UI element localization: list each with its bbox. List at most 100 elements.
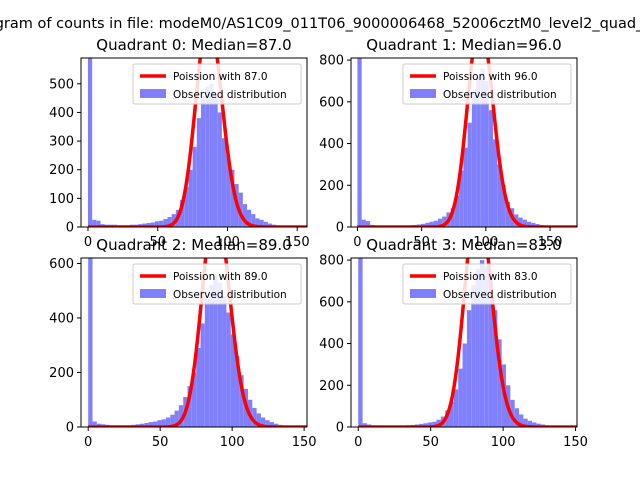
histogram-bar <box>180 199 185 227</box>
histogram-bar <box>357 58 362 227</box>
histogram-bar <box>492 310 498 427</box>
legend-label-poisson: Poission with 87.0 <box>173 71 268 83</box>
histogram-bar <box>476 76 481 227</box>
legend-label-poisson: Poission with 96.0 <box>443 71 538 83</box>
histogram-bar <box>239 375 244 427</box>
histogram-bar <box>188 169 193 227</box>
histogram-bar <box>217 282 223 427</box>
histogram-bar <box>170 414 175 427</box>
histogram-bar <box>522 219 527 227</box>
histogram-bar <box>497 164 502 227</box>
x-tick-label: 100 <box>473 235 498 250</box>
histogram-bar <box>265 420 270 427</box>
histogram-bar <box>527 420 533 427</box>
y-tick-label: 400 <box>49 106 74 121</box>
histogram-bar <box>167 216 172 227</box>
histogram-bar <box>196 118 201 227</box>
histogram-bar <box>454 195 460 227</box>
histogram-bar <box>178 405 184 427</box>
legend-label-observed: Observed distribution <box>443 89 557 101</box>
legend-label-observed: Observed distribution <box>443 289 557 301</box>
histogram-bar <box>432 421 437 427</box>
histogram-bar <box>148 422 153 427</box>
x-tick-label: 150 <box>285 235 310 250</box>
histogram-bar <box>144 422 149 427</box>
histogram-bar <box>204 298 210 427</box>
legend-swatch-observed <box>140 89 166 98</box>
histogram-bar <box>365 221 371 227</box>
histogram-bar <box>92 219 97 227</box>
histogram-bar <box>433 220 438 227</box>
histogram-bars <box>87 58 302 227</box>
histogram-bar <box>163 218 168 227</box>
histogram-bar <box>256 413 261 427</box>
legend: Poission with 87.0 Observed distribution <box>132 63 302 105</box>
subplot-title: Quadrant 1: Median=96.0 <box>366 36 561 54</box>
axes-frame <box>350 257 578 428</box>
histogram-bar <box>423 423 428 427</box>
histogram-bar <box>463 147 468 227</box>
histogram-bar <box>221 138 227 227</box>
x-tick-label: 150 <box>538 235 563 250</box>
y-tick-label: 200 <box>319 379 344 394</box>
legend-label-observed: Observed distribution <box>173 89 287 101</box>
histogram-bar <box>484 80 489 227</box>
y-tick-label: 500 <box>49 77 74 92</box>
x-tick-label: 100 <box>215 235 240 250</box>
histogram-bar <box>462 343 467 427</box>
subplot-quadrant-2: 0 50 100 150 0 200 400 600 Quadrant 2: Median=89… <box>49 236 317 450</box>
subplot-quadrant-3: 0 50 100 150 0 200 400 600 800 Quadrant 3: Median… <box>319 236 588 450</box>
y-tick-label: 800 <box>319 254 344 269</box>
histogram-bar <box>252 407 257 427</box>
histogram-bar <box>209 83 214 227</box>
histogram-bar <box>213 274 218 427</box>
x-tick-label: 0 <box>84 435 92 450</box>
histogram-bar <box>259 219 264 227</box>
histogram-bar <box>484 266 489 427</box>
x-tick-label: 100 <box>491 435 516 450</box>
y-tick-label: 100 <box>49 192 74 207</box>
histogram-bar <box>475 268 480 427</box>
y-tick-label: 300 <box>49 135 74 150</box>
histogram-bar <box>442 216 447 227</box>
legend-box <box>132 263 302 305</box>
histogram-bar <box>501 185 506 227</box>
histogram-bar <box>200 323 205 427</box>
histogram-bar <box>467 122 472 227</box>
x-tick-label: 0 <box>354 435 362 450</box>
histogram-bar <box>519 414 524 427</box>
histogram-bar <box>523 418 528 427</box>
histogram-bar <box>453 389 459 427</box>
histogram-bar <box>505 201 510 227</box>
subplot-quadrant-0: 0 50 100 150 0 100 200 300 400 500 Quadrant 0: Med… <box>49 36 310 250</box>
histogram-bar <box>260 417 266 427</box>
histogram-bar <box>247 209 252 227</box>
histogram-bar <box>242 204 248 227</box>
histogram-bar <box>480 68 485 227</box>
y-tick-label: 400 <box>319 137 344 152</box>
subplot-title: Quadrant 2: Median=89.0 <box>96 236 291 254</box>
y-tick-label: 0 <box>336 421 344 436</box>
axes-frame <box>80 257 308 428</box>
y-tick-label: 400 <box>49 311 74 326</box>
legend-box <box>402 63 572 105</box>
y-tick-label: 200 <box>319 179 344 194</box>
histogram-bar <box>159 220 164 227</box>
histogram-bar <box>230 334 236 427</box>
legend: Poission with 96.0 Observed distribution <box>402 63 572 105</box>
histogram-bar <box>96 220 101 227</box>
x-tick-label: 150 <box>292 435 317 450</box>
histogram-bar <box>161 419 166 427</box>
axes-frame <box>80 57 308 228</box>
y-tick-label: 600 <box>319 295 344 310</box>
x-tick-label: 0 <box>84 235 92 250</box>
histogram-bar <box>531 222 536 227</box>
legend: Poission with 89.0 Observed distribution <box>132 263 302 305</box>
histogram-bar <box>437 218 443 227</box>
histogram-bar <box>174 410 179 427</box>
histogram-bar <box>425 222 430 227</box>
histogram-bar <box>488 280 493 427</box>
histogram-bar <box>497 339 502 427</box>
histogram-bar <box>362 423 367 427</box>
